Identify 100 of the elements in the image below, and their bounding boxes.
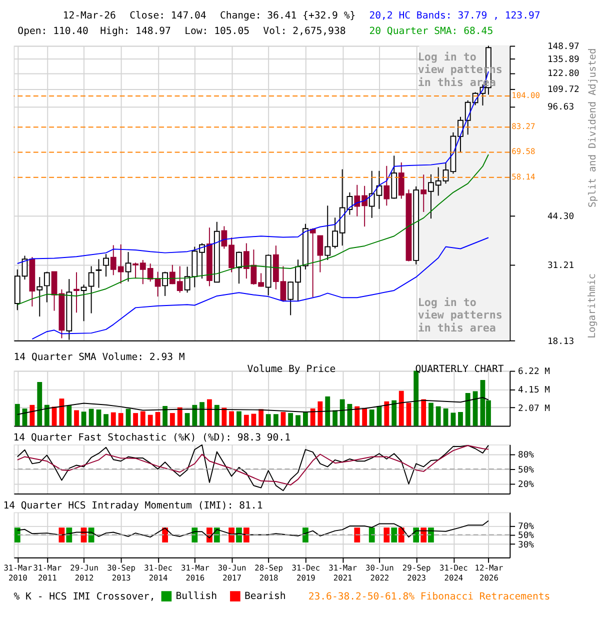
bar <box>340 399 345 426</box>
candlestick <box>125 252 132 282</box>
text: Logarithmic <box>587 273 598 338</box>
bar <box>266 414 271 426</box>
bar <box>332 410 338 426</box>
y-tick-label: 135.89 <box>547 55 580 66</box>
candlestick <box>96 258 102 288</box>
bar <box>369 410 374 426</box>
x-tick-label: 31-Mar 2010 <box>4 564 32 582</box>
x-tick-label: 31-Mar 2011 <box>33 564 62 582</box>
y-tick-label: 30% <box>518 540 535 550</box>
bar <box>88 408 94 426</box>
bar <box>458 412 463 426</box>
legend-label: Bullish <box>176 591 218 602</box>
bar <box>140 411 146 426</box>
candlestick <box>51 271 58 312</box>
bar <box>30 404 35 426</box>
candlestick <box>88 266 94 314</box>
bar <box>354 406 360 426</box>
bar <box>450 412 456 426</box>
x-tick-label: 30-Jun 2017 <box>218 564 246 582</box>
candlestick <box>74 272 80 314</box>
bar <box>392 400 397 426</box>
candlestick <box>36 276 43 317</box>
bar <box>303 412 308 426</box>
x-tick-label: 31-Mar 2021 <box>328 564 358 582</box>
y-tick-label: 50% <box>518 531 535 542</box>
bar <box>236 411 242 426</box>
y-tick-label: 44.30 <box>547 212 574 222</box>
annotation: Log in to view patterns in this area <box>418 296 502 335</box>
bar <box>384 401 390 426</box>
candlestick <box>44 271 50 303</box>
x-tick-label: 31-Dec 2014 <box>144 564 173 582</box>
bar <box>118 413 124 426</box>
bar <box>280 412 286 426</box>
candlestick <box>384 165 390 206</box>
text: 20 Quarter SMA: 68.45 <box>369 26 494 37</box>
x-tick-label: 31-Dec 2024 <box>440 564 468 582</box>
bar <box>192 404 198 426</box>
candlestick <box>317 235 324 273</box>
ref-line-label: 83.27 <box>512 122 536 132</box>
bar <box>14 404 20 426</box>
y-tick-label: 18.13 <box>547 336 574 347</box>
bar <box>472 391 478 426</box>
bar <box>214 404 220 426</box>
y-tick-label: 80% <box>518 450 535 461</box>
text: Vol: 2,675,938 <box>263 26 346 37</box>
bar <box>325 396 330 426</box>
candlestick <box>103 254 109 278</box>
y-tick-label: 96.63 <box>547 102 574 113</box>
text: 23.6-38.2-50-61.8% Fibonacci Retracements <box>308 592 550 603</box>
candlestick <box>80 284 87 322</box>
bar <box>428 402 434 426</box>
legend-label: Bearish <box>244 591 286 602</box>
bar <box>362 408 368 426</box>
bar <box>258 409 264 426</box>
bar <box>296 415 300 426</box>
bar <box>310 408 316 426</box>
x-tick-label: 31-Mar 2016 <box>180 564 210 582</box>
bar <box>436 406 441 426</box>
bar <box>96 410 102 426</box>
ref-line-label: 69.58 <box>512 147 536 156</box>
candlestick <box>420 174 427 212</box>
y-tick-label: 4.15 M <box>518 386 550 396</box>
x-tick-label: 31-Dec 2019 <box>292 564 320 582</box>
y-tick-label: 31.21 <box>547 260 574 271</box>
text: Open: 110.40 <box>18 26 89 37</box>
chart-title: 14 Quarter Fast Stochastic (%K) (%D): 98.3 90.1 <box>13 432 291 444</box>
chart-title: 14 Quarter HCS Intraday Momentum (IMI): 81.1 <box>3 500 263 512</box>
bar <box>44 404 50 426</box>
x-tick-label: 30-Sep 2013 <box>107 564 136 582</box>
bar <box>66 406 72 426</box>
bar <box>251 414 256 426</box>
x-tick-label: 29-Jun 2012 <box>70 564 99 582</box>
bar <box>126 408 131 426</box>
x-tick-label: 30-Jun 2022 <box>366 564 394 582</box>
bar <box>406 402 412 426</box>
bar <box>200 402 204 426</box>
text: 12-Mar-26 <box>62 10 116 22</box>
text: Close: 147.04 <box>130 10 206 22</box>
ref-line-label: 58.14 <box>512 172 536 182</box>
annotation: Volume By Price <box>247 364 336 375</box>
candlestick <box>236 251 242 284</box>
text: Low: 105.05 <box>184 26 250 37</box>
line-series <box>16 397 489 415</box>
bar <box>81 412 86 426</box>
bar <box>222 408 227 426</box>
bar <box>162 406 168 426</box>
y-tick-label: 2.07 M <box>518 404 550 414</box>
bar <box>398 390 404 426</box>
bar <box>177 407 182 426</box>
bar <box>155 412 160 426</box>
ref-line-label: 104.00 <box>512 90 540 100</box>
bar <box>170 413 175 426</box>
bar <box>318 401 323 426</box>
bar <box>273 414 278 426</box>
bar <box>443 408 448 426</box>
annotation: QUARTERLY CHART <box>415 364 504 375</box>
bar <box>74 410 79 426</box>
bar <box>148 414 153 426</box>
